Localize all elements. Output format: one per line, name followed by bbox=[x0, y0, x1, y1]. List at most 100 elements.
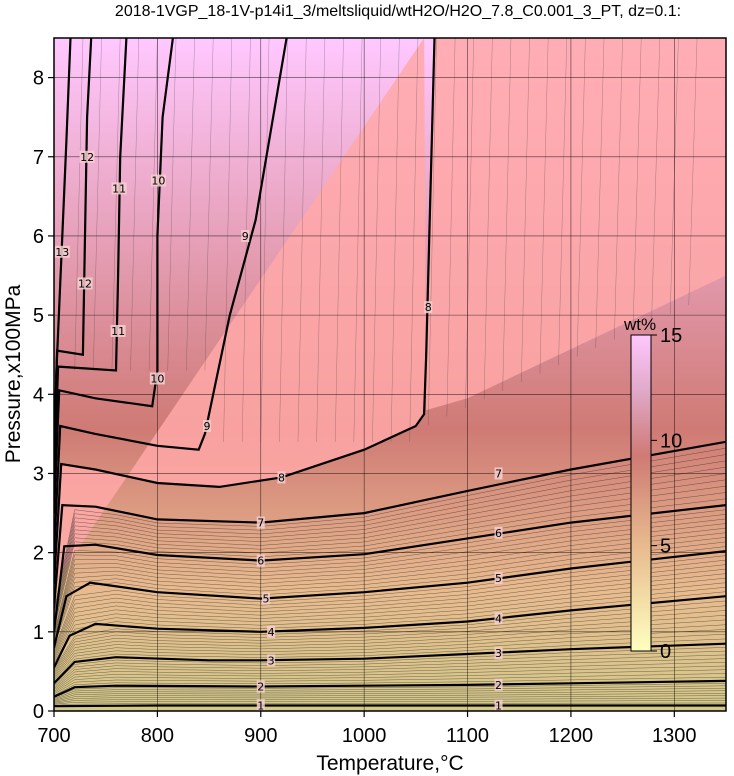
contour-13 bbox=[55, 38, 72, 379]
contour-label: 13 bbox=[55, 246, 69, 259]
contour-label: 12 bbox=[80, 151, 94, 164]
contour-10 bbox=[54, 38, 174, 514]
colorbar-tick-label: 15 bbox=[660, 325, 682, 347]
contour-label: 10 bbox=[151, 175, 165, 188]
contour-label-bg bbox=[494, 699, 503, 711]
minor-contour-line bbox=[409, 38, 419, 442]
contour-label-bg bbox=[494, 647, 503, 660]
contour-label: 2 bbox=[495, 679, 502, 692]
contour-label-bg bbox=[267, 654, 276, 667]
contour-label-bg bbox=[149, 372, 165, 385]
contour-label: 12 bbox=[78, 277, 92, 290]
contour-label-bg bbox=[277, 471, 286, 484]
minor-contour-line bbox=[465, 38, 474, 408]
contour-label-bg bbox=[111, 182, 127, 195]
minor-contour-line bbox=[353, 38, 363, 442]
contour-label-bg bbox=[261, 592, 270, 605]
minor-contour-line bbox=[688, 38, 698, 306]
colorbar-label: wt% bbox=[623, 315, 656, 334]
contour-4 bbox=[54, 595, 726, 668]
contour-1 bbox=[54, 704, 726, 708]
minor-contour-line bbox=[576, 38, 586, 357]
colorbar-tick-label: 10 bbox=[660, 430, 682, 452]
contour-label-bg bbox=[256, 699, 265, 711]
contour-label-bg bbox=[110, 324, 126, 337]
minor-contour-line bbox=[632, 38, 642, 331]
x-tick-label: 900 bbox=[244, 725, 277, 747]
y-axis-ticks: 0 1 2 3 4 5 6 7 8 bbox=[33, 68, 54, 723]
contour-label: 6 bbox=[257, 555, 264, 568]
minor-contour-line bbox=[223, 38, 233, 442]
colorbar-ticks: 0 5 10 15 bbox=[651, 325, 682, 663]
x-tick-label: 800 bbox=[141, 725, 174, 747]
contour-label: 11 bbox=[111, 325, 125, 338]
contour-8 bbox=[54, 38, 436, 585]
minor-contour-line bbox=[483, 38, 493, 400]
contour-label: 4 bbox=[268, 626, 275, 639]
y-tick-label: 5 bbox=[33, 305, 44, 327]
x-tick-label: 1100 bbox=[446, 725, 489, 747]
contour-label: 5 bbox=[262, 593, 269, 606]
contour-label-bg bbox=[494, 678, 503, 691]
minor-contour-line bbox=[297, 38, 307, 442]
contour-label: 7 bbox=[257, 517, 264, 530]
contour-11 bbox=[54, 38, 128, 482]
minor-contour-line bbox=[558, 38, 567, 366]
colorbar-tick-label: 0 bbox=[660, 641, 671, 663]
contour-label-bg bbox=[77, 277, 93, 290]
contour-label: 1 bbox=[257, 699, 264, 712]
minor-contour-line bbox=[446, 38, 456, 417]
y-axis-label: Pressure,x100MPa bbox=[2, 284, 25, 463]
chart-title: 2018-1VGP_18-1V-p14i1_3/meltsliquid/wtH2… bbox=[115, 3, 681, 20]
minor-contour-line bbox=[335, 38, 344, 442]
x-tick-label: 1000 bbox=[342, 725, 387, 747]
minor-contour-line bbox=[521, 38, 530, 383]
y-tick-label: 6 bbox=[33, 226, 44, 248]
contour-9 bbox=[54, 38, 288, 553]
saturated-region bbox=[54, 38, 726, 585]
contour-label: 3 bbox=[495, 647, 502, 660]
grid-lines bbox=[54, 38, 726, 711]
contour-label: 9 bbox=[242, 230, 249, 243]
minor-contour-line bbox=[260, 38, 270, 442]
contour-label-bg bbox=[494, 612, 503, 625]
contour-label-bg bbox=[494, 467, 503, 480]
contour-label: 11 bbox=[112, 182, 126, 195]
contour-label-bg bbox=[256, 554, 265, 567]
minor-contour-line bbox=[372, 38, 381, 442]
contour-label-bg bbox=[494, 526, 503, 539]
colorbar: wt% 0 5 10 15 bbox=[623, 315, 682, 663]
plot-frame bbox=[53, 37, 727, 712]
minor-contour-line bbox=[595, 38, 605, 349]
contour-label-bg bbox=[150, 174, 166, 187]
y-tick-label: 0 bbox=[33, 701, 44, 723]
x-axis-label: Temperature,°C bbox=[316, 752, 463, 775]
contour-label: 4 bbox=[495, 612, 502, 625]
contour-label: 7 bbox=[495, 467, 502, 480]
contour-label-bg bbox=[203, 419, 212, 432]
contour-label: 1 bbox=[495, 699, 502, 712]
x-axis-ticks: 700 800 900 1000 1100 1200 1300 bbox=[37, 711, 697, 747]
contour-label: 8 bbox=[278, 471, 285, 484]
colorbar-tick-label: 5 bbox=[660, 536, 671, 558]
x-tick-label: 1200 bbox=[549, 725, 594, 747]
minor-contour-line bbox=[390, 38, 400, 442]
contour-label-bg bbox=[494, 571, 503, 584]
x-tick-label: 700 bbox=[37, 725, 70, 747]
contour-label-bg bbox=[241, 229, 250, 242]
y-tick-label: 7 bbox=[33, 147, 44, 169]
minor-contour-line bbox=[279, 38, 288, 442]
x-tick-label: 1300 bbox=[652, 725, 697, 747]
colorbar-ramp bbox=[630, 334, 652, 652]
minor-contour-line bbox=[428, 38, 437, 426]
contour-label: 3 bbox=[268, 654, 275, 667]
contour-label-bg bbox=[54, 245, 70, 258]
contour-label-bg bbox=[256, 680, 265, 693]
y-tick-label: 1 bbox=[33, 622, 44, 644]
y-tick-label: 8 bbox=[33, 68, 44, 90]
minor-contour-line bbox=[502, 38, 512, 391]
contour-label-bg bbox=[256, 516, 265, 529]
